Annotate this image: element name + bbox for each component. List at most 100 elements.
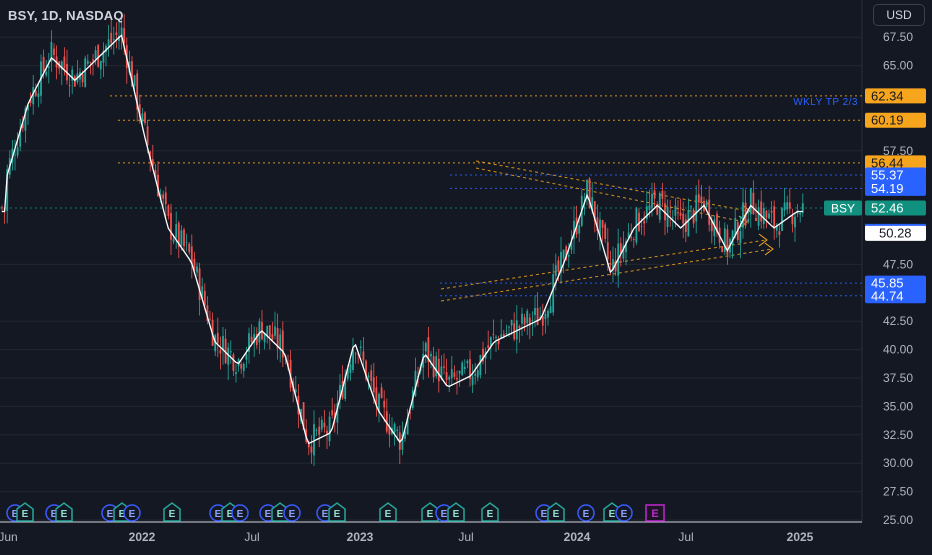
candle-body [775, 224, 778, 231]
candle-body [534, 308, 536, 316]
level-note-label: WKLY TP 2/3 [793, 97, 858, 108]
candle-body [42, 56, 45, 72]
candle-body [515, 320, 518, 340]
candle-body [354, 353, 357, 355]
candle-body [175, 224, 178, 238]
candle-body [99, 60, 102, 70]
earnings-icon: E [447, 502, 465, 522]
current-price-label: 52.46 [871, 201, 904, 216]
candle-body [463, 366, 466, 370]
candle-body [757, 207, 760, 226]
candle-body [523, 317, 526, 325]
candle-body [27, 105, 29, 111]
crosshair-label-bg [865, 224, 926, 241]
candle-body [235, 372, 237, 375]
candle-body [505, 333, 508, 334]
currency-button[interactable]: USD [873, 4, 925, 26]
candle-body [47, 66, 50, 69]
candle-body [762, 208, 765, 225]
candle-body [89, 61, 92, 63]
candle-body [53, 48, 55, 55]
candle-body [37, 93, 40, 98]
candle-body [1, 207, 3, 209]
candle-body [783, 202, 786, 211]
candle-body [510, 320, 513, 326]
earnings-label: E [609, 509, 616, 520]
candle-body [541, 315, 544, 326]
y-tick-label: 42.50 [883, 314, 913, 328]
candle-body [666, 206, 669, 227]
candle-body [752, 192, 755, 215]
candle-body [695, 195, 698, 222]
earnings-label: E [334, 509, 341, 520]
earnings-icon: E [481, 502, 499, 522]
earnings-house [379, 502, 397, 522]
candle-body [427, 337, 430, 363]
y-tick-label: 47.50 [883, 257, 913, 271]
candle-body [487, 345, 490, 348]
earnings-circle [615, 504, 633, 522]
y-tick-label: 25.00 [883, 513, 913, 527]
candle-body [21, 123, 24, 129]
candle-body [201, 286, 204, 299]
candle-body [401, 433, 404, 450]
candle-body [138, 104, 141, 118]
candle-body [552, 274, 555, 313]
candle-body [622, 245, 625, 259]
candle-body [567, 254, 570, 257]
candle-body [497, 338, 500, 345]
candle-body [24, 108, 27, 131]
candle-body [177, 222, 180, 247]
candle-body [320, 419, 323, 430]
candle-body [547, 310, 549, 318]
candle-body [435, 356, 438, 377]
candle-body [102, 50, 105, 63]
level-price-label-bg [865, 288, 926, 304]
candle-body [430, 354, 432, 357]
earnings-label: E [129, 509, 136, 520]
level-price-label-bg [865, 167, 926, 183]
candle-body [656, 204, 659, 215]
candle-body [112, 39, 115, 41]
level-price-label-bg [865, 88, 926, 104]
earnings-icon: E [379, 502, 397, 522]
candle-body [185, 242, 188, 243]
candle-body [154, 170, 157, 178]
candle-body [29, 99, 32, 103]
earnings-icon: E [123, 504, 141, 522]
candle-body [640, 226, 643, 228]
earnings-label: E [22, 509, 29, 520]
earnings-house [163, 502, 181, 522]
y-tick-label: 37.50 [883, 371, 913, 385]
candle-body [315, 430, 318, 431]
candle-body [409, 412, 412, 414]
candle-body [557, 260, 560, 272]
x-axis-label: 2024 [564, 530, 591, 544]
candle-body [73, 75, 76, 87]
earnings-icon: E [283, 504, 301, 522]
candle-body [422, 353, 425, 368]
candle-body [344, 375, 347, 399]
earnings-label: E [51, 509, 58, 520]
x-axis-label: Jul [458, 530, 473, 544]
candle-body [697, 194, 700, 203]
earnings-icon: E [615, 504, 633, 522]
candle-body [268, 325, 271, 337]
candle-body [549, 306, 552, 314]
candle-body [170, 213, 172, 240]
candle-body [193, 258, 196, 271]
level-price-label-bg [865, 275, 926, 291]
candle-body [362, 351, 365, 361]
candle-body [365, 360, 367, 380]
candle-body [180, 230, 183, 246]
candle-body [614, 260, 617, 272]
candle-body [755, 217, 757, 222]
candle-body [630, 236, 633, 238]
candle-body [110, 32, 113, 43]
candle-body [765, 210, 768, 218]
candle-body [573, 220, 575, 239]
candle-body [604, 224, 607, 239]
symbol-tag-bg [824, 200, 862, 216]
